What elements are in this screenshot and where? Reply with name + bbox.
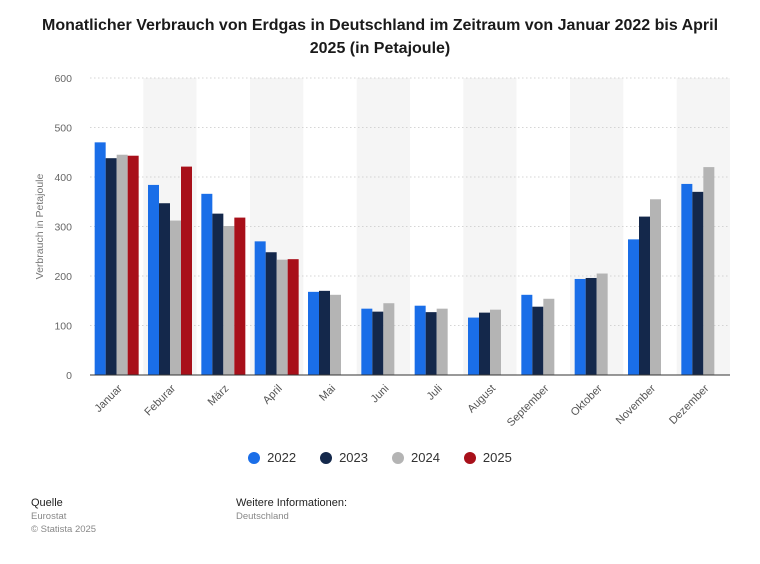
legend: 2022 2023 2024 2025 xyxy=(0,450,760,465)
bar-2022-Dezember xyxy=(681,183,693,375)
bar-2025-Feburar xyxy=(181,166,192,375)
legend-swatch xyxy=(248,451,261,464)
bar-2022-Januar xyxy=(94,142,106,375)
bar-chart: 0 100 200 300 400 500 600 Januar Feburar März Apr… xyxy=(34,73,730,429)
bar-2023-April xyxy=(265,252,277,375)
y-tick-label: 0 xyxy=(66,370,72,382)
bar-2022-November xyxy=(628,239,639,375)
bar-2023-August xyxy=(479,312,490,375)
info-value: Deutschland xyxy=(236,511,289,522)
legend-label: 2023 xyxy=(339,450,368,465)
legend-item-2025[interactable]: 2025 xyxy=(463,450,512,465)
bar-2022-Mai xyxy=(308,291,319,375)
bar-2023-Feburar xyxy=(159,203,170,375)
source-name: Eurostat xyxy=(31,511,67,522)
x-tick-label: März xyxy=(206,383,232,409)
legend-label: 2024 xyxy=(411,450,440,465)
legend-swatch xyxy=(463,451,476,464)
bar-2023-September xyxy=(532,306,544,375)
bar-2022-Oktober xyxy=(574,278,586,375)
bar-2022-September xyxy=(521,294,533,375)
bar-2022-Feburar xyxy=(148,184,159,375)
x-tick-label: Januar xyxy=(93,382,126,415)
bar-2024-Mai xyxy=(330,294,341,375)
x-tick-label: Feburar xyxy=(142,382,178,418)
bar-2023-Mai xyxy=(319,290,330,375)
legend-label: 2025 xyxy=(482,450,512,465)
bar-2024-August xyxy=(490,309,501,375)
info-block: Weitere Informationen: Deutschland xyxy=(236,497,347,523)
bar-2024-Dezember xyxy=(703,167,715,375)
bar-2023-Dezember xyxy=(692,191,704,375)
legend-item-2024[interactable]: 2024 xyxy=(392,450,440,465)
x-tick-label: Mai xyxy=(317,383,338,404)
y-axis-ticks: 0 100 200 300 400 500 600 xyxy=(54,73,72,382)
x-tick-label: April xyxy=(261,383,285,407)
x-tick-label: August xyxy=(465,383,498,416)
legend-swatch xyxy=(392,451,404,464)
x-tick-label: Oktober xyxy=(569,382,605,418)
y-tick-label: 500 xyxy=(54,123,72,135)
x-axis-ticks: Januar Feburar März April Mai Juni Juli August S… xyxy=(93,382,712,429)
bar-2024-September xyxy=(543,298,555,375)
y-tick-label: 100 xyxy=(54,321,72,333)
bar-2024-Juli xyxy=(436,308,448,375)
bar-2024-März xyxy=(223,226,235,375)
bar-2023-Januar xyxy=(105,158,117,375)
source-heading: Quelle xyxy=(31,497,63,509)
chart-title: Monatlicher Verbrauch von Erdgas in Deut… xyxy=(41,17,719,57)
x-tick-label: September xyxy=(505,382,552,429)
x-tick-label: November xyxy=(614,382,659,427)
bar-2025-April xyxy=(287,259,299,375)
legend-swatch xyxy=(320,451,333,464)
bar-2023-Oktober xyxy=(585,277,597,375)
legend-item-2023[interactable]: 2023 xyxy=(320,450,368,465)
info-heading: Weitere Informationen: xyxy=(236,497,348,509)
legend-label: 2022 xyxy=(267,450,297,465)
bar-2022-Juli xyxy=(414,305,426,375)
copyright: © Statista 2025 xyxy=(31,524,97,535)
x-tick-label: Juli xyxy=(425,383,445,403)
bar-2024-Feburar xyxy=(170,220,181,375)
bar-2023-März xyxy=(212,213,224,375)
x-tick-label: Dezember xyxy=(667,382,712,427)
bar-2022-Juni xyxy=(361,308,373,375)
bars xyxy=(94,142,715,375)
gridlines xyxy=(90,77,730,326)
x-tick-label: Juni xyxy=(369,383,392,406)
bar-2025-März xyxy=(234,217,246,375)
bar-2025-Januar xyxy=(127,155,139,375)
bar-2024-Januar xyxy=(116,154,128,375)
bar-2022-März xyxy=(201,193,213,375)
bar-2023-Juni xyxy=(372,311,384,375)
legend-item-2022[interactable]: 2022 xyxy=(248,450,296,465)
y-tick-label: 400 xyxy=(54,172,72,184)
bar-2024-November xyxy=(650,199,661,375)
y-tick-label: 600 xyxy=(54,73,72,85)
bar-2022-April xyxy=(254,241,266,375)
bar-2024-April xyxy=(276,259,288,375)
bar-2024-Oktober xyxy=(596,273,608,375)
bar-2024-Juni xyxy=(383,303,395,375)
bar-2023-Juli xyxy=(425,312,437,375)
source-block: Quelle Eurostat © Statista 2025 xyxy=(31,497,96,536)
y-axis-label: Verbrauch in Petajoule xyxy=(34,174,46,280)
bar-2022-August xyxy=(468,317,479,375)
bar-2023-November xyxy=(639,216,650,375)
y-tick-label: 300 xyxy=(54,222,72,234)
y-tick-label: 200 xyxy=(54,271,72,283)
